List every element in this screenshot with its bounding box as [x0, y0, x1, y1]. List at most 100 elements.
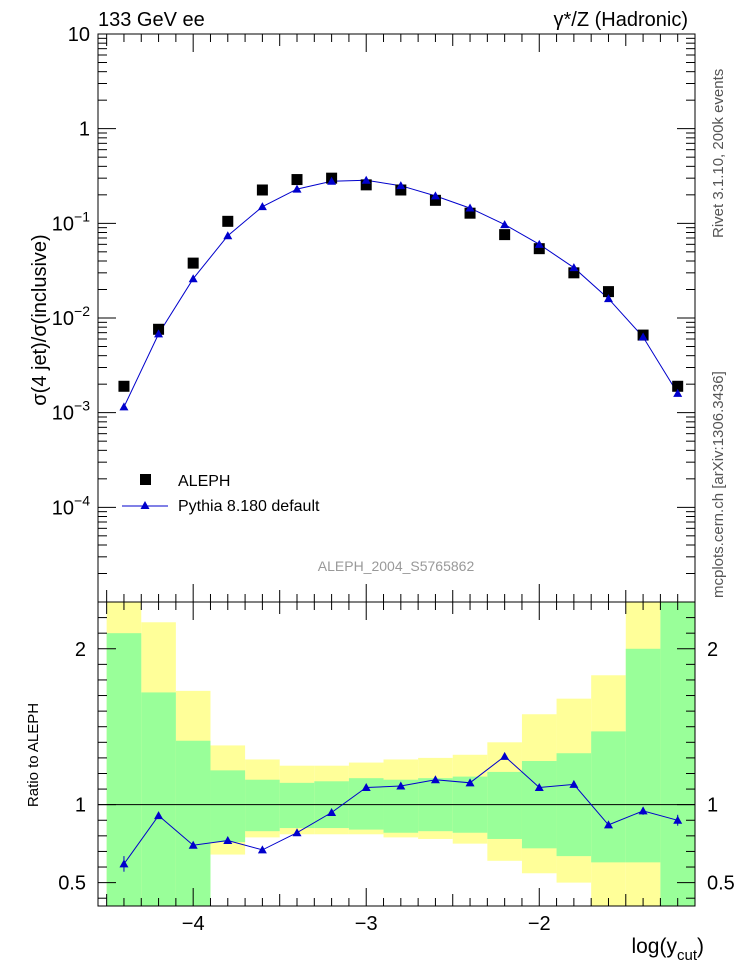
main-y-tick-label: 10	[68, 24, 90, 46]
legend-marker-pythia	[140, 501, 150, 509]
ratio-y-tick-label-left: 1	[75, 795, 86, 817]
ratio-point	[500, 751, 510, 760]
x-axis-label-sub: cut	[677, 947, 698, 964]
ratio-point	[223, 836, 233, 845]
aleph-point	[256, 184, 268, 196]
ratio-y-tick-label-left: 0.5	[58, 873, 86, 895]
main-y-tick-label: 10−4	[52, 492, 90, 519]
aleph-point	[153, 323, 165, 335]
ratio-point	[154, 811, 164, 820]
ratio-y-tick-label-right: 1	[707, 795, 718, 817]
ratio-band-green	[141, 692, 176, 906]
ratio-point	[361, 783, 371, 792]
ratio-point	[396, 781, 406, 790]
header-right: γ*/Z (Hadronic)	[554, 9, 688, 31]
aleph-point	[533, 243, 545, 255]
pythia-point	[638, 332, 648, 341]
header-left: 133 GeV ee	[98, 9, 205, 31]
ratio-plot-content	[119, 751, 683, 872]
ratio-uncertainty-bands	[106, 602, 695, 906]
pythia-point	[154, 329, 164, 338]
aleph-point	[568, 267, 580, 279]
ratio-point	[638, 806, 648, 815]
aleph-point	[429, 194, 441, 206]
ratio-y-tick-label-left: 2	[75, 639, 86, 661]
aleph-point	[118, 380, 130, 392]
ratio-band-green	[487, 771, 522, 839]
aleph-point	[499, 229, 511, 241]
ratio-point	[569, 779, 579, 788]
x-tick-label: −3	[355, 913, 378, 935]
x-tick-label: −4	[182, 913, 205, 935]
side-label-top: Rivet 3.1.10, 200k events	[710, 69, 727, 238]
main-y-tick-label-exp: −2	[74, 303, 90, 319]
pythia-point	[465, 203, 475, 212]
ratio-band-green	[591, 731, 626, 863]
ratio-point	[327, 807, 337, 816]
x-tick-label: −2	[528, 913, 551, 935]
main-y-tick-label-exp: −4	[74, 492, 90, 508]
ratio-band-green	[279, 782, 315, 829]
pythia-point	[223, 231, 233, 240]
main-y-tick-label: 10−3	[52, 398, 90, 425]
main-y-tick-label-base: 10	[52, 403, 74, 425]
ratio-y-tick-label-right: 0.5	[707, 873, 735, 895]
main-y-tick-label-base: 10	[52, 308, 74, 330]
side-label-bottom: mcplots.cern.ch [arXiv:1306.3436]	[710, 371, 727, 598]
main-y-tick-label-exp: −3	[74, 398, 90, 414]
analysis-label: ALEPH_2004_S5765862	[318, 558, 475, 574]
pythia-point	[430, 191, 440, 200]
main-y-tick-label: 10−2	[52, 303, 90, 330]
pythia-point	[603, 294, 613, 303]
main-y-tick-label: 10−1	[52, 208, 90, 235]
ratio-y-axis-label: Ratio to ALEPH	[25, 703, 42, 807]
x-axis-label-close: )	[697, 935, 704, 958]
pythia-point	[119, 402, 129, 411]
aleph-point	[360, 179, 372, 191]
ratio-band-green	[245, 779, 280, 832]
x-axis-label-main: log(y	[631, 935, 677, 958]
ratio-band-green	[210, 770, 246, 843]
ratio-frame	[97, 601, 696, 907]
aleph-point	[672, 380, 684, 392]
pythia-curve	[123, 179, 679, 408]
ratio-point	[534, 783, 544, 792]
ratio-band-green	[660, 602, 695, 906]
main-plot-content	[118, 172, 684, 411]
ratio-point	[188, 840, 198, 849]
pythia-point	[673, 388, 683, 397]
ratio-band-green	[625, 648, 661, 863]
aleph-point	[222, 215, 234, 227]
aleph-point	[187, 257, 199, 269]
ratio-point	[257, 845, 267, 854]
pythia-point	[569, 263, 579, 272]
pythia-point	[292, 184, 302, 193]
legend-label-pythia: Pythia 8.180 default	[178, 498, 320, 515]
ratio-panel: 0.5 0.5 1 1 2 2 −4 −3 −2 Ratio to ALEPH log(ycu…	[25, 601, 735, 964]
main-y-tick-label-exp: −1	[74, 208, 90, 224]
pythia-point	[534, 239, 544, 248]
ratio-point	[292, 828, 302, 837]
aleph-point	[464, 207, 476, 219]
ratio-point	[603, 820, 613, 829]
ratio-point	[119, 859, 129, 868]
ratio-point	[673, 815, 683, 824]
ratio-point	[465, 778, 475, 787]
main-y-tick-label: 1	[79, 119, 90, 141]
aleph-point	[291, 174, 303, 186]
main-y-tick-label-base: 10	[52, 213, 74, 235]
pythia-point	[361, 175, 371, 184]
legend: ALEPH Pythia 8.180 default	[122, 473, 320, 515]
ratio-band-green	[175, 740, 211, 906]
main-y-axis-label: σ(4 jet)/σ(inclusive)	[29, 234, 51, 405]
legend-marker-aleph	[140, 474, 151, 485]
ratio-point	[430, 775, 440, 784]
aleph-point	[395, 184, 407, 196]
main-y-tick-label-base: 10	[52, 497, 74, 519]
pythia-point	[396, 181, 406, 190]
ratio-x-ticks: −4 −3 −2	[106, 602, 696, 935]
pythia-point	[500, 220, 510, 229]
